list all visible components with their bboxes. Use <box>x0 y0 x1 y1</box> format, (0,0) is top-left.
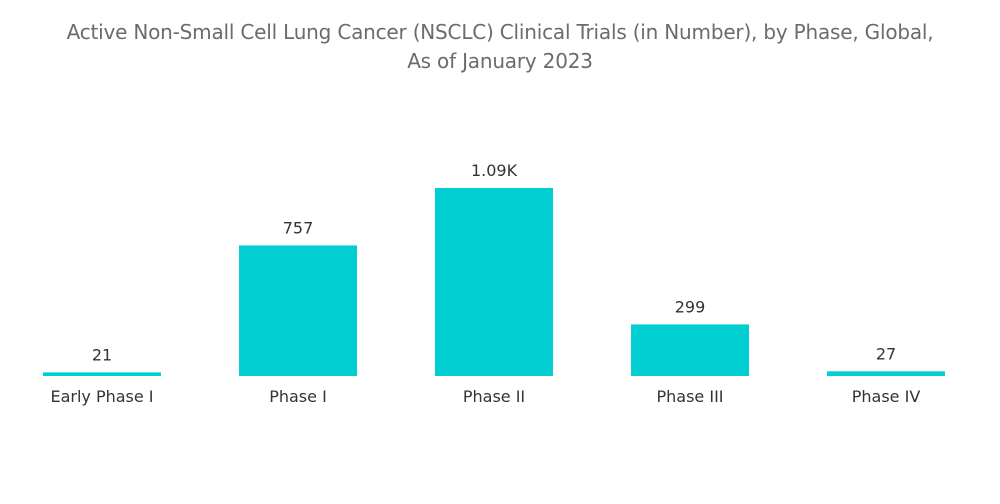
data-label-phase-i: 757 <box>283 218 314 237</box>
chart-title-line-1: Active Non-Small Cell Lung Cancer (NSCLC… <box>66 20 934 44</box>
chart-title-line-2: As of January 2023 <box>407 49 593 73</box>
category-label-early-phase-i: Early Phase I <box>50 387 153 406</box>
data-label-phase-iv: 27 <box>876 344 896 363</box>
category-label-phase-i: Phase I <box>269 387 327 406</box>
bar-phase-ii <box>435 188 553 376</box>
category-label-phase-iv: Phase IV <box>852 387 921 406</box>
data-label-early-phase-i: 21 <box>92 345 112 364</box>
bar-early-phase-i <box>43 372 161 376</box>
category-label-phase-iii: Phase III <box>656 387 723 406</box>
bar-phase-i <box>239 245 357 376</box>
category-label-phase-ii: Phase II <box>463 387 525 406</box>
chart-title: Active Non-Small Cell Lung Cancer (NSCLC… <box>0 18 1000 76</box>
bar-phase-iv <box>827 371 945 376</box>
bar-phase-iii <box>631 324 749 376</box>
data-label-phase-ii: 1.09K <box>471 161 518 180</box>
data-label-phase-iii: 299 <box>675 297 706 316</box>
